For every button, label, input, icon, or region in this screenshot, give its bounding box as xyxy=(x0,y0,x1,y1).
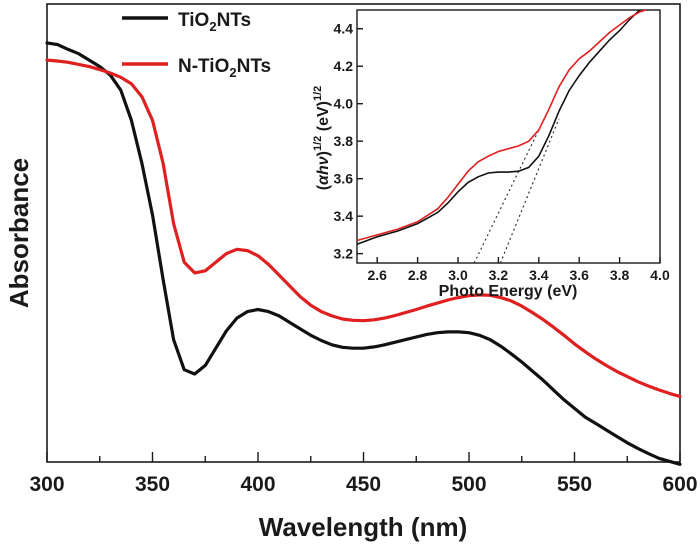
legend-label-n-tio2nts-main: N-TiO xyxy=(178,56,229,77)
inset-y-title-close: ) xyxy=(315,151,332,156)
main-plot: 300 350 400 450 500 550 600 Wavelength (nm) Ab… xyxy=(4,3,698,542)
legend-label-tio2nts-subscript: 2 xyxy=(209,19,216,34)
inset-y-tick-label-3.2: 3.2 xyxy=(334,246,354,262)
inset-y-tick-label-3.6: 3.6 xyxy=(334,171,354,187)
main-x-tick-label-300: 300 xyxy=(29,473,64,496)
main-x-tick-label-400: 400 xyxy=(240,473,275,496)
main-x-ticks: 300 350 400 450 500 550 600 xyxy=(29,452,698,496)
main-x-tick-label-600: 600 xyxy=(662,473,697,496)
inset-y-title-open: ( xyxy=(315,184,332,190)
inset-x-tick-label-3.2: 3.2 xyxy=(489,267,509,283)
main-x-tick-label-550: 550 xyxy=(557,473,592,496)
inset-series-n-tio2nts xyxy=(356,9,647,242)
main-x-tick-label-500: 500 xyxy=(451,473,486,496)
main-x-tick-label-450: 450 xyxy=(346,473,381,496)
main-series-group xyxy=(45,41,682,466)
inset-x-tick-label-2.8: 2.8 xyxy=(408,267,428,283)
inset-y-title-exponent-2: 1/2 xyxy=(312,86,324,101)
legend-label-tio2nts-main: TiO xyxy=(178,10,209,31)
main-series-tio2nts xyxy=(45,41,682,466)
inset-series-tio2nts xyxy=(356,9,641,246)
inset-x-axis-title: Photo Energy (eV) xyxy=(439,283,578,300)
inset-tangent-line-2 xyxy=(499,118,560,264)
inset-y-tick-label-4.0: 4.0 xyxy=(334,96,354,112)
inset-y-axis-title: (αhν)1/2 (eV)1/2 xyxy=(312,86,332,191)
inset-series-group xyxy=(356,9,647,246)
inset-plot: 2.6 2.8 3.0 3.2 3.4 3.6 3.8 4.0 3.2 3.4 3.6 3.8 4.0 4… xyxy=(312,9,670,300)
legend-label-n-tio2nts: N-TiO2NTs xyxy=(178,56,271,80)
inset-y-title-exponent-1: 1/2 xyxy=(312,136,324,151)
main-series-n-tio2nts xyxy=(45,58,682,398)
inset-y-title-h: h xyxy=(315,165,332,175)
main-y-axis-title: Absorbance xyxy=(4,158,34,308)
inset-y-tick-label-3.8: 3.8 xyxy=(334,133,354,149)
main-x-axis-title: Wavelength (nm) xyxy=(259,512,467,542)
inset-plot-frame xyxy=(356,9,661,264)
inset-x-tick-label-3.6: 3.6 xyxy=(569,267,589,283)
legend-label-n-tio2nts-subscript: 2 xyxy=(229,65,236,80)
inset-x-tick-label-3.0: 3.0 xyxy=(448,267,468,283)
inset-x-tick-label-3.8: 3.8 xyxy=(610,267,630,283)
inset-y-title-nu: ν xyxy=(315,156,332,165)
inset-ticks: 2.6 2.8 3.0 3.2 3.4 3.6 3.8 4.0 3.2 3.4 3.6 3.8 4.0 4… xyxy=(334,21,670,283)
legend-label-tio2nts: TiO2NTs xyxy=(178,10,251,34)
legend: TiO2NTs N-TiO2NTs xyxy=(122,10,271,80)
legend-label-n-tio2nts-suffix: NTs xyxy=(237,56,271,77)
inset-y-tick-label-4.2: 4.2 xyxy=(334,58,354,74)
inset-y-tick-label-4.4: 4.4 xyxy=(334,21,354,37)
inset-x-tick-label-3.4: 3.4 xyxy=(529,267,549,283)
inset-x-tick-label-2.6: 2.6 xyxy=(367,267,387,283)
inset-y-tick-label-3.4: 3.4 xyxy=(334,208,354,224)
inset-y-title-unit: (eV) xyxy=(315,101,332,136)
inset-tangent-lines xyxy=(473,118,560,264)
legend-label-tio2nts-suffix: NTs xyxy=(217,10,251,31)
main-x-tick-label-350: 350 xyxy=(135,473,170,496)
inset-x-tick-label-4.0: 4.0 xyxy=(650,267,670,283)
inset-y-title-alpha: α xyxy=(315,174,332,185)
